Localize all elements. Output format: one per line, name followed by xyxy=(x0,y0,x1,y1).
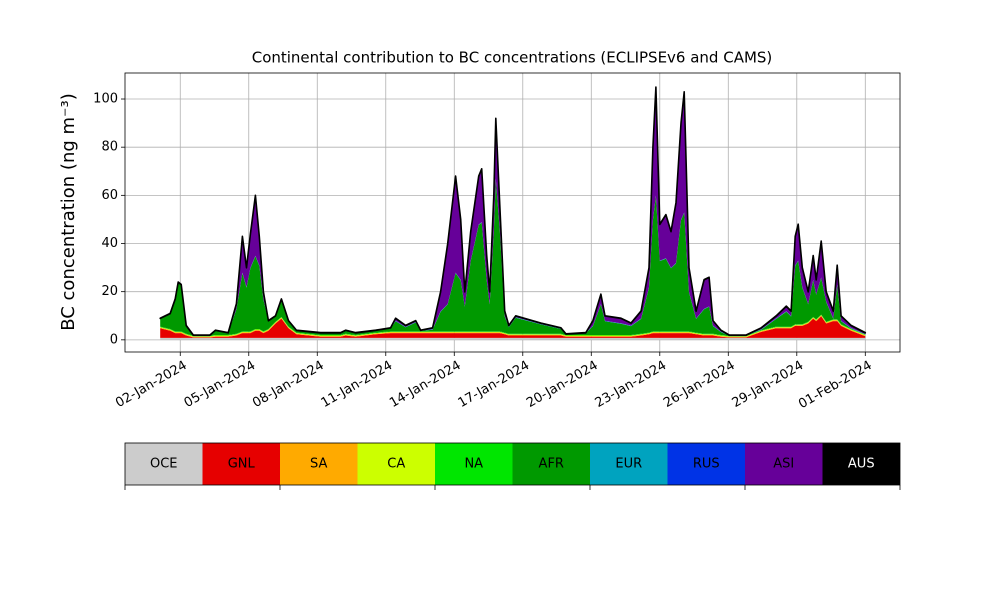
legend-label: GNL xyxy=(228,457,256,472)
legend-label: CA xyxy=(387,457,405,472)
legend-swatch xyxy=(667,443,745,485)
legend-swatch xyxy=(280,443,358,485)
legend-swatch xyxy=(357,443,435,485)
y-tick-label: 40 xyxy=(101,236,118,251)
legend-label: SA xyxy=(310,457,327,472)
legend-swatch xyxy=(822,443,900,485)
x-tick-label: 05-Jan-2024 xyxy=(182,358,259,411)
area xyxy=(159,86,867,337)
area xyxy=(160,337,866,340)
legend-label: OCE xyxy=(150,457,178,472)
legend-swatch xyxy=(745,443,823,485)
legend-frame xyxy=(124,442,901,486)
y-axis-label: BC concentration (ng m⁻³) xyxy=(58,93,79,331)
legend-label: ASI xyxy=(773,457,794,472)
x-tick-label: 20-Jan-2024 xyxy=(524,358,601,411)
area xyxy=(160,87,866,336)
x-tick-label: 14-Jan-2024 xyxy=(387,358,464,411)
legend-swatch xyxy=(202,443,280,485)
legend-label: NA xyxy=(464,457,483,472)
x-tick-label: 11-Jan-2024 xyxy=(319,358,396,411)
y-tick-label: 80 xyxy=(101,140,118,155)
legend-swatch xyxy=(512,443,590,485)
legend-swatch xyxy=(435,443,513,485)
areas xyxy=(159,86,867,340)
area xyxy=(160,316,866,338)
legend: OCE GNL SA CA NA AFR EUR RUS ASI AUS xyxy=(124,442,901,490)
legend-swatch xyxy=(590,443,668,485)
x-tick-label: 23-Jan-2024 xyxy=(593,358,670,411)
x-tick-label: 29-Jan-2024 xyxy=(730,358,807,411)
x-tick-label: 26-Jan-2024 xyxy=(661,358,738,411)
legend-label: EUR xyxy=(615,457,642,472)
x-tick-label: 08-Jan-2024 xyxy=(250,358,327,411)
x-tick-label: 02-Jan-2024 xyxy=(113,358,190,411)
y-tick-label: 100 xyxy=(93,92,118,107)
plot-frame xyxy=(124,72,901,353)
legend-label: RUS xyxy=(693,457,720,472)
legend-label: AFR xyxy=(539,457,564,472)
x-tick-label: 01-Feb-2024 xyxy=(796,358,875,412)
area xyxy=(160,179,866,336)
y-tick-label: 60 xyxy=(101,188,118,203)
y-tick-label: 0 xyxy=(110,332,118,347)
legend-label: AUS xyxy=(848,457,875,472)
y-tick-label: 20 xyxy=(101,284,118,299)
x-tick-label: 17-Jan-2024 xyxy=(456,358,533,411)
legend-swatch xyxy=(125,443,203,485)
chart-title: Continental contribution to BC concentra… xyxy=(252,49,773,67)
